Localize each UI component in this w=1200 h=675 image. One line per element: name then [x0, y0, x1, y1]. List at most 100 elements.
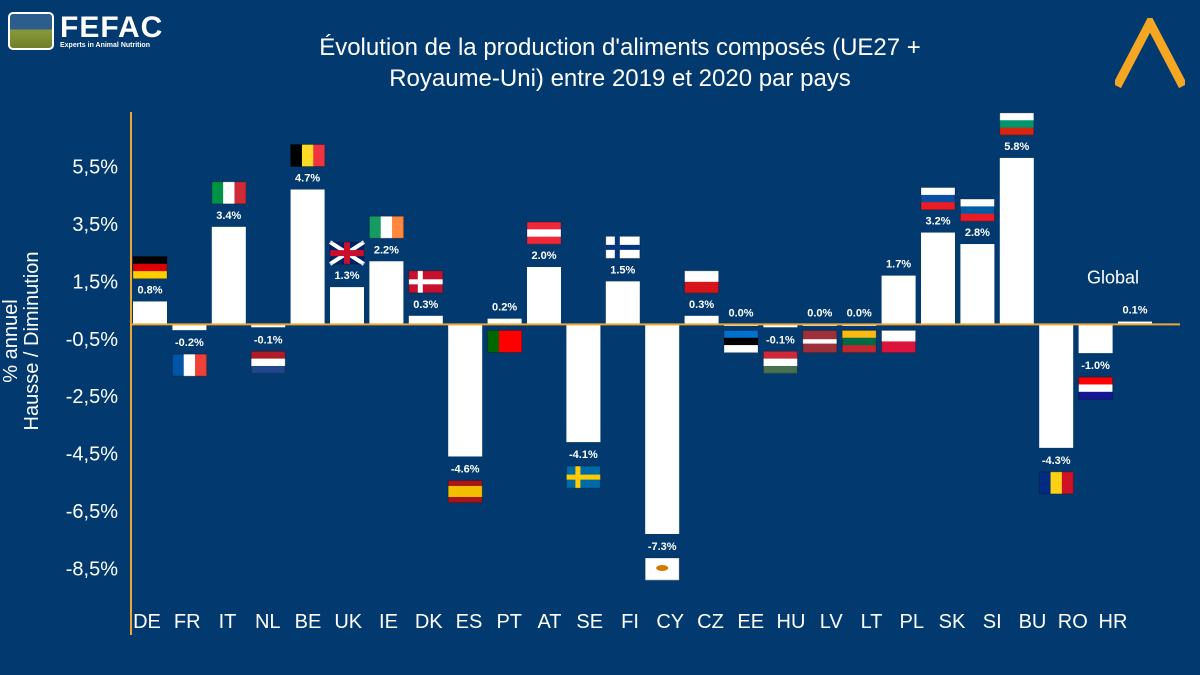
y-tick-label: 5,5%: [72, 157, 118, 179]
flag-lv-icon: [802, 329, 838, 353]
bar-ie: [369, 261, 404, 325]
x-tick-label: BU: [1019, 611, 1047, 633]
x-tick-label: EE: [737, 611, 764, 633]
x-tick-label: IT: [219, 611, 237, 633]
x-tick-label: ES: [456, 611, 483, 633]
x-tick-label: FI: [621, 611, 639, 633]
x-tick-label: DK: [415, 611, 443, 633]
flag-pl-icon: [881, 329, 917, 353]
data-label: 2.2%: [374, 244, 399, 256]
flag-nl-icon: [250, 350, 286, 374]
y-tick-label: -0,5%: [66, 329, 118, 351]
data-label: 0.3%: [413, 299, 438, 311]
flag-hr-icon: [1078, 376, 1114, 400]
bar-si: [960, 244, 995, 325]
x-tick-label: IE: [379, 611, 398, 633]
x-tick-label: HU: [777, 611, 806, 633]
flag-bu-icon: [999, 112, 1035, 136]
y-tick-label: -2,5%: [66, 386, 118, 408]
data-label: -4.3%: [1042, 455, 1071, 467]
bar-sk: [921, 232, 955, 325]
data-label: -0.1%: [766, 334, 795, 346]
x-tick-label: LT: [861, 611, 883, 633]
x-tick-label: SK: [939, 611, 966, 633]
data-label: -0.1%: [254, 334, 283, 346]
flag-pt-icon: [487, 329, 523, 353]
y-tick-label: 3,5%: [72, 214, 118, 236]
x-tick-label: BE: [295, 611, 322, 633]
x-tick-label: LV: [820, 611, 844, 633]
bar-de: [133, 301, 167, 325]
flag-se-icon: [565, 465, 601, 489]
chevron-up-icon: [1115, 18, 1185, 88]
data-label: 0.0%: [807, 307, 832, 319]
x-tick-label: NL: [255, 611, 281, 633]
flag-cy-icon: [644, 557, 680, 581]
bar-cz: [684, 315, 719, 325]
flag-lt-icon: [841, 329, 877, 353]
data-label: 0.0%: [847, 307, 872, 319]
chart-title: Évolution de la production d'aliments co…: [230, 32, 1010, 94]
bar-fi: [605, 281, 640, 325]
bar-se: [566, 324, 601, 443]
flag-ee-icon: [723, 329, 759, 353]
bar-global: [1118, 321, 1152, 325]
x-tick-label: SI: [983, 611, 1002, 633]
flag-ro-icon: [1038, 471, 1074, 495]
data-label: 4.7%: [295, 173, 320, 185]
flag-it-icon: [211, 181, 247, 205]
flag-cz-icon: [684, 270, 720, 294]
bar-it: [211, 226, 246, 325]
x-tick-label: CY: [656, 611, 684, 633]
flag-es-icon: [447, 479, 483, 503]
data-label: 0.2%: [492, 302, 517, 314]
flag-fi-icon: [605, 235, 641, 259]
data-label: -4.1%: [569, 449, 598, 461]
data-label: -4.6%: [451, 463, 480, 475]
flag-uk-icon: [328, 240, 366, 266]
flag-de-icon: [132, 255, 168, 279]
bar-pt: [487, 318, 522, 325]
data-label: 0.3%: [689, 299, 714, 311]
data-label: -0.2%: [175, 337, 204, 349]
bar-at: [527, 267, 561, 325]
flag-fr-icon: [171, 353, 207, 377]
data-label: 0.1%: [1122, 305, 1147, 317]
data-label: 0.0%: [728, 307, 753, 319]
bar-fr: [172, 324, 207, 331]
x-tick-label: PL: [900, 611, 924, 633]
data-label: -7.3%: [648, 541, 677, 553]
bar-cy: [645, 324, 680, 534]
y-tick-label: -8,5%: [66, 558, 118, 580]
data-label: 2.0%: [531, 250, 556, 262]
data-label: 1.3%: [334, 270, 359, 282]
title-line-2: Royaume-Uni) entre 2019 et 2020 par pays: [389, 65, 851, 92]
x-tick-label: UK: [334, 611, 362, 633]
data-label: 1.7%: [886, 259, 911, 271]
x-tick-label: HR: [1099, 611, 1128, 633]
flag-si-icon: [959, 198, 995, 222]
bar-es: [448, 324, 483, 457]
logo-tagline: Experts in Animal Nutrition: [60, 41, 150, 49]
bar-nl: [251, 324, 286, 328]
bar-ro: [1039, 324, 1074, 448]
title-line-1: Évolution de la production d'aliments co…: [319, 34, 921, 61]
data-label: 2.8%: [965, 227, 990, 239]
x-tick-label: DE: [133, 611, 161, 633]
logo-name: FEFAC: [60, 10, 164, 44]
data-label: 0.8%: [137, 284, 162, 296]
global-annotation: Global: [1087, 268, 1139, 288]
y-tick-label: -4,5%: [66, 444, 118, 466]
flag-hu-icon: [762, 350, 798, 374]
fefac-logo-icon: [8, 12, 54, 50]
data-label: 5.8%: [1004, 141, 1029, 153]
flag-at-icon: [526, 221, 562, 245]
flag-dk-icon: [408, 270, 444, 294]
flag-be-icon: [290, 144, 326, 168]
bar-uk: [330, 287, 364, 325]
x-tick-label: SE: [576, 611, 603, 633]
bar-hu: [763, 324, 798, 328]
y-tick-label: 1,5%: [72, 271, 118, 293]
fefac-logo: FEFAC Experts in Animal Nutrition: [8, 12, 163, 50]
